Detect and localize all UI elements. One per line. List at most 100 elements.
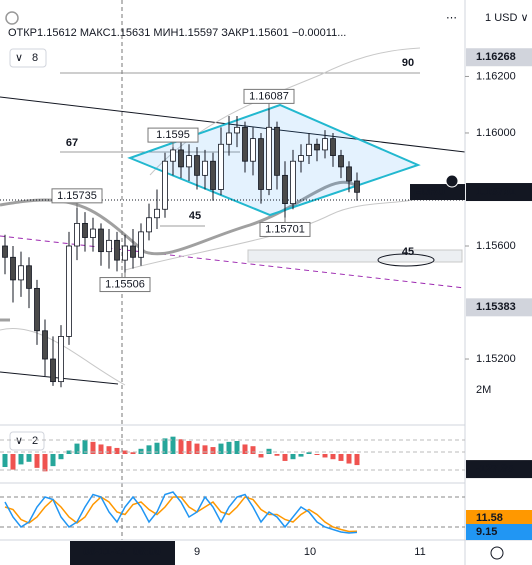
- chevron: ∨: [15, 52, 23, 64]
- macd-bar: [170, 436, 176, 454]
- macd-bar: [354, 454, 360, 466]
- annotation: 67: [66, 137, 78, 149]
- candle-body: [194, 155, 200, 176]
- macd-bar: [178, 439, 184, 454]
- volume-label: 2M: [476, 384, 491, 396]
- time-label: 11: [414, 546, 425, 558]
- candle-body: [290, 160, 296, 205]
- value: 1.15612: [37, 27, 77, 39]
- candle-body: [66, 245, 72, 337]
- y-tick-label: 1.16200: [476, 70, 516, 82]
- candle-body: [306, 143, 312, 156]
- macd-bar: [314, 454, 320, 455]
- macd-bar: [114, 447, 120, 454]
- candle-body: [154, 208, 160, 219]
- candle-body: [122, 245, 128, 261]
- macd-bar: [98, 444, 104, 454]
- price-label-box: [51, 188, 103, 204]
- currency-select[interactable]: 1 USD ∨: [485, 12, 529, 24]
- candle-body: [34, 287, 40, 332]
- price-label-box: [147, 127, 199, 143]
- macd-bar: [218, 443, 224, 454]
- macd-bar: [58, 454, 64, 460]
- trend-line: [0, 96, 465, 153]
- macd-bar: [122, 450, 128, 454]
- macd-bar: [306, 452, 312, 454]
- macd-bar: [250, 446, 256, 454]
- candle-body: [162, 160, 168, 210]
- macd-bar: [202, 445, 208, 454]
- candle-body: [26, 265, 32, 289]
- candle-body: [90, 228, 96, 238]
- price-label: 1.15701: [265, 223, 305, 235]
- macd-bar: [162, 438, 168, 454]
- candle-body: [138, 231, 144, 258]
- time-label: 10: [304, 546, 316, 558]
- annotation: 45: [402, 246, 414, 258]
- y-tick-label: 1.16000: [476, 127, 516, 139]
- candle-body: [2, 245, 8, 258]
- annotation: 90: [402, 57, 414, 69]
- add-icon[interactable]: [445, 174, 459, 188]
- macd-bar: [154, 442, 160, 454]
- pane-label: 2: [32, 435, 38, 447]
- menu-dots[interactable]: ⋯: [446, 12, 457, 24]
- macd-bar: [226, 441, 232, 454]
- candle-body: [274, 126, 280, 176]
- candle-body: [210, 160, 216, 190]
- macd-bar: [194, 443, 200, 454]
- price-label-box: [259, 221, 311, 237]
- macd-bar: [298, 454, 304, 457]
- ellipse: [377, 253, 435, 267]
- macd-badge: [466, 460, 532, 479]
- candle-body: [106, 239, 112, 253]
- candle-body: [202, 160, 208, 176]
- symbol-badge: [410, 184, 465, 201]
- time-label: 9: [194, 546, 200, 558]
- candle-body: [42, 330, 48, 360]
- macd-bar: [290, 454, 296, 460]
- macd-bar: [2, 454, 8, 467]
- macd-bar: [42, 454, 48, 472]
- symbol: EURU: [414, 186, 445, 198]
- macd-bar: [258, 454, 264, 458]
- price-badge-text: 1.16268: [476, 51, 516, 63]
- candle-body: [178, 149, 184, 168]
- price-label: 1.15506: [105, 278, 145, 290]
- macd-bar: [266, 448, 272, 454]
- y-tick-label: 1.15600: [476, 240, 516, 252]
- macd-bar: [66, 450, 72, 454]
- macd-bar: [10, 454, 16, 470]
- macd-bar: [18, 454, 24, 465]
- toggle-icon[interactable]: [5, 11, 19, 25]
- price-badge: [466, 298, 532, 317]
- candle-body: [98, 228, 104, 253]
- stoch-k: [4, 491, 358, 534]
- stoch-badge: [466, 524, 532, 540]
- candle-body: [346, 166, 352, 182]
- macd-bar: [138, 448, 144, 454]
- y-tick-label: 1.15200: [476, 353, 516, 365]
- annotation: 45: [189, 210, 201, 222]
- price-badge-text: 1.15791: [476, 186, 516, 198]
- macd-bar: [90, 441, 96, 454]
- candle-body: [314, 143, 320, 151]
- settings-icon[interactable]: [490, 546, 504, 560]
- candle-body: [354, 180, 360, 193]
- macd-bar: [242, 444, 248, 454]
- candle-body: [58, 336, 64, 383]
- stoch-badge: [466, 510, 532, 526]
- indicator-toggle[interactable]: [9, 431, 45, 451]
- ohlc-line: ОТКР1.15612 МАКС1.15631 МИН1.15597 ЗАКР1…: [8, 27, 346, 39]
- zone: [247, 249, 463, 263]
- macd-value: -127.85: [476, 463, 513, 475]
- candle-body: [322, 138, 328, 151]
- candle-body: [242, 126, 248, 162]
- candle-body: [170, 149, 176, 162]
- candle-body: [258, 138, 264, 190]
- value: 1.15601: [249, 27, 289, 39]
- candle-body: [298, 155, 304, 162]
- indicator-toggle[interactable]: [9, 48, 47, 68]
- candle-body: [50, 358, 56, 383]
